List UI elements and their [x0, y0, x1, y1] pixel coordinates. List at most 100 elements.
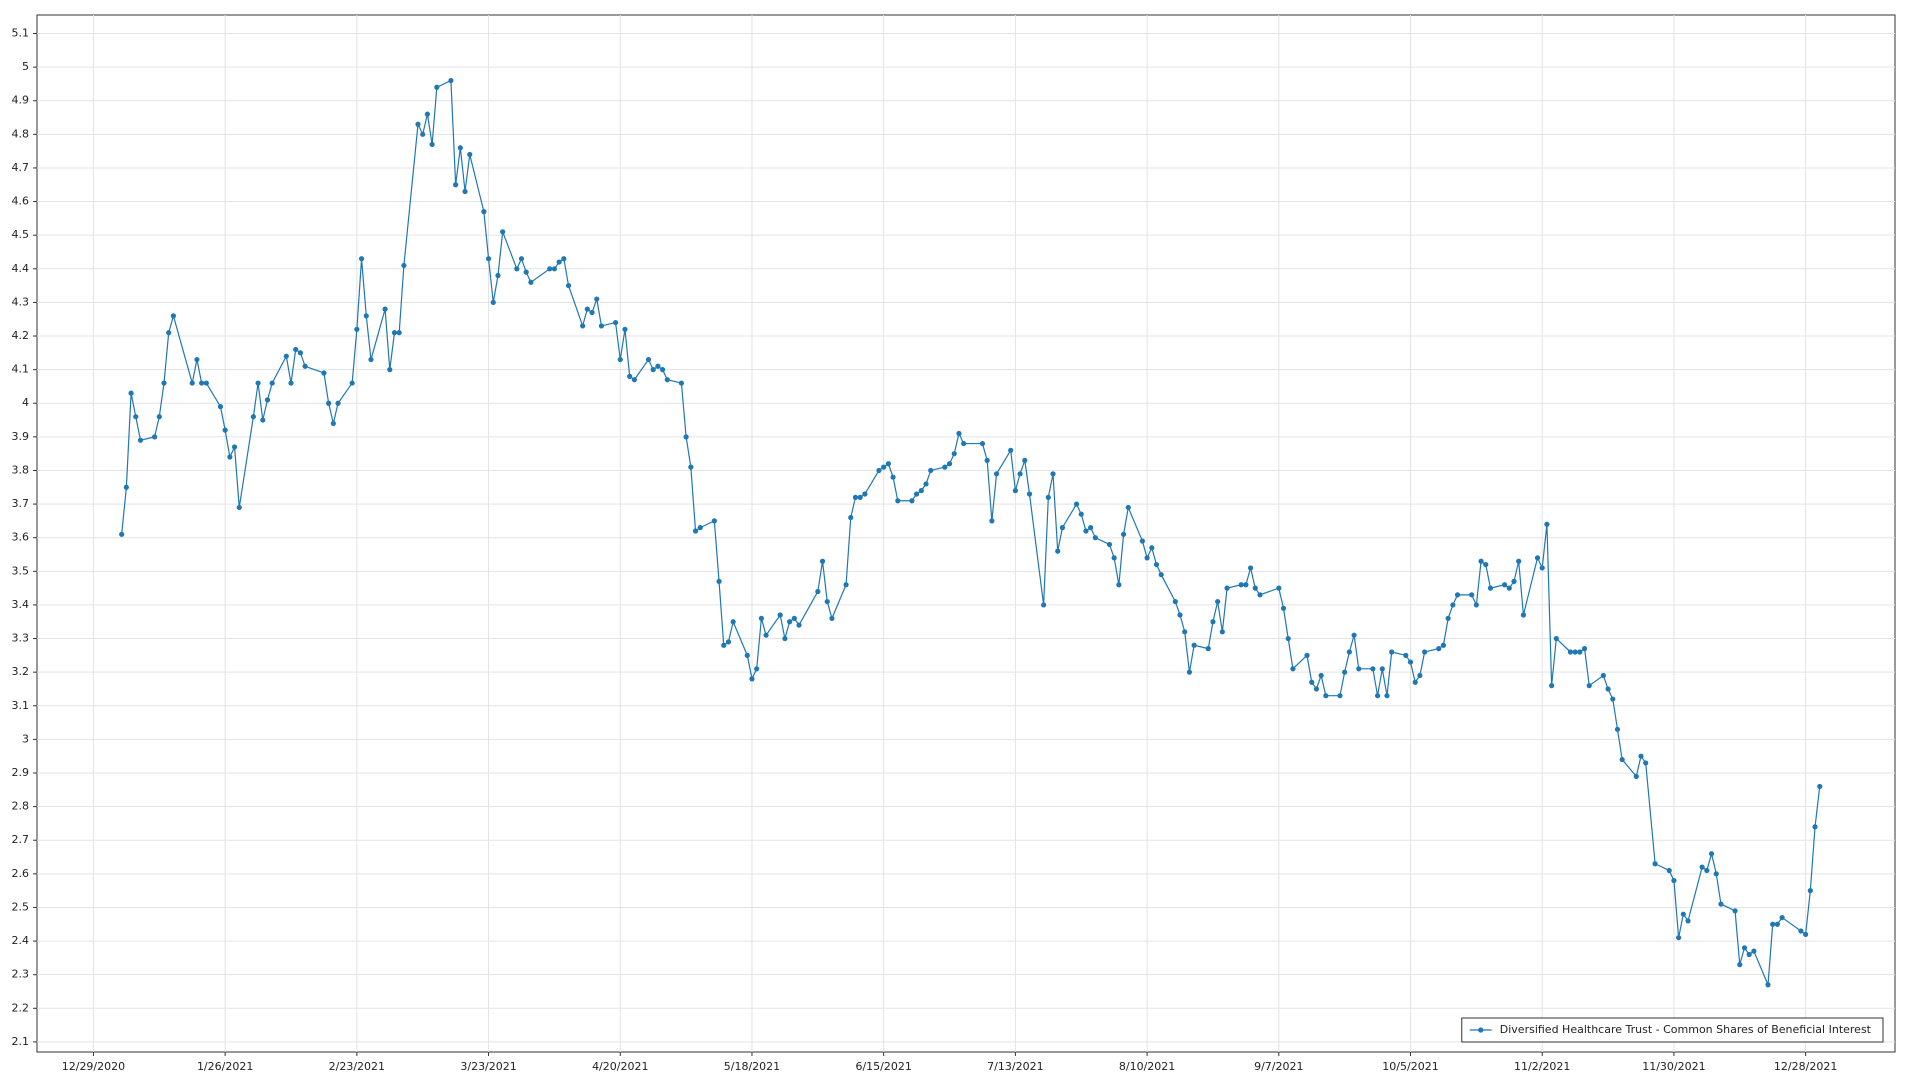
- data-point: [1553, 635, 1559, 642]
- data-point: [495, 272, 501, 279]
- data-point: [692, 528, 699, 534]
- data-point: [725, 639, 732, 645]
- data-point: [1412, 679, 1418, 685]
- y-tick-label: 2.3: [12, 968, 30, 981]
- data-point: [514, 266, 520, 272]
- data-point: [584, 306, 590, 312]
- data-point: [1205, 646, 1211, 652]
- y-tick-label: 3.9: [12, 430, 30, 443]
- data-point: [1699, 864, 1705, 870]
- data-point: [1111, 555, 1117, 561]
- y-tick-label: 2.7: [12, 833, 30, 846]
- data-point: [956, 430, 962, 437]
- data-point: [1798, 928, 1804, 934]
- data-point: [961, 440, 967, 447]
- data-point: [128, 390, 134, 396]
- data-point: [1765, 982, 1771, 988]
- data-point: [928, 467, 934, 474]
- data-point: [1073, 501, 1080, 507]
- data-point: [335, 400, 341, 406]
- data-point: [749, 676, 755, 682]
- data-point: [1454, 592, 1461, 598]
- y-tick-label: 5.1: [12, 26, 30, 39]
- data-point: [627, 373, 633, 379]
- x-tick-label: 3/23/2021: [460, 1060, 516, 1073]
- data-point: [1751, 948, 1757, 954]
- data-point: [1445, 615, 1451, 621]
- x-tick-label: 8/10/2021: [1119, 1060, 1175, 1073]
- data-point: [1440, 642, 1447, 648]
- data-point: [1219, 629, 1225, 635]
- data-point: [354, 326, 360, 332]
- data-point: [1153, 561, 1160, 568]
- data-point: [895, 498, 901, 504]
- data-point: [1182, 629, 1188, 635]
- data-point: [1022, 457, 1028, 463]
- y-tick-label: 4.4: [12, 262, 30, 275]
- data-point: [1501, 582, 1508, 588]
- data-point: [1050, 471, 1056, 477]
- data-point: [1478, 558, 1484, 564]
- data-point: [664, 377, 670, 383]
- data-point: [815, 588, 821, 595]
- data-point: [594, 296, 600, 302]
- data-point: [848, 514, 854, 521]
- data-point: [1337, 693, 1343, 699]
- data-point: [829, 615, 835, 621]
- data-point: [1008, 447, 1014, 453]
- data-point: [1581, 646, 1588, 652]
- data-point: [1247, 565, 1254, 571]
- data-point: [1346, 649, 1352, 655]
- x-tick-label: 4/20/2021: [592, 1060, 648, 1073]
- data-point: [203, 380, 209, 386]
- x-tick-label: 9/7/2021: [1254, 1060, 1303, 1073]
- data-point: [683, 434, 689, 440]
- data-point: [993, 471, 1000, 477]
- data-point: [424, 111, 431, 117]
- y-tick-label: 4.5: [12, 228, 30, 241]
- y-tick-label: 4.8: [12, 127, 30, 140]
- data-point: [890, 474, 896, 480]
- data-point: [429, 141, 435, 148]
- data-point: [481, 209, 487, 215]
- data-point: [523, 269, 529, 275]
- data-point: [1120, 531, 1127, 537]
- y-tick-label: 4.2: [12, 329, 30, 342]
- data-point: [984, 457, 990, 463]
- x-tick-label: 12/29/2020: [62, 1060, 125, 1073]
- data-point: [1600, 672, 1606, 679]
- data-point: [758, 615, 764, 621]
- data-point: [547, 266, 553, 272]
- data-point: [420, 131, 426, 137]
- data-point: [1092, 535, 1098, 541]
- data-point: [989, 518, 995, 524]
- y-tick-label: 4.6: [12, 195, 30, 208]
- data-point: [655, 363, 661, 369]
- data-point: [556, 259, 562, 265]
- data-point: [1215, 598, 1221, 605]
- x-tick-label: 6/15/2021: [855, 1060, 911, 1073]
- data-point: [1290, 666, 1296, 672]
- legend-box: [1461, 1017, 1884, 1043]
- data-point: [697, 525, 703, 531]
- legend: Diversified Healthcare Trust - Common Sh…: [1461, 1017, 1884, 1043]
- y-tick-label: 3: [22, 732, 29, 745]
- data-point: [782, 635, 788, 642]
- data-point: [1643, 760, 1649, 766]
- data-point: [387, 367, 393, 373]
- y-tick-label: 3.5: [12, 564, 30, 577]
- data-point: [1276, 585, 1282, 591]
- data-point: [490, 299, 496, 306]
- data-point: [914, 491, 920, 497]
- data-point: [1544, 521, 1550, 527]
- data-point: [415, 121, 421, 127]
- data-point: [1436, 646, 1442, 652]
- data-point: [1741, 945, 1748, 951]
- data-point: [302, 363, 308, 369]
- data-point: [1356, 666, 1362, 672]
- data-point: [777, 612, 783, 618]
- data-point: [881, 464, 887, 470]
- data-point: [1224, 585, 1230, 591]
- data-point: [1238, 582, 1244, 588]
- data-point: [1055, 548, 1061, 554]
